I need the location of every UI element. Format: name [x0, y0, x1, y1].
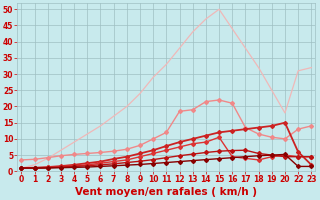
X-axis label: Vent moyen/en rafales ( km/h ): Vent moyen/en rafales ( km/h ) [75, 187, 257, 197]
